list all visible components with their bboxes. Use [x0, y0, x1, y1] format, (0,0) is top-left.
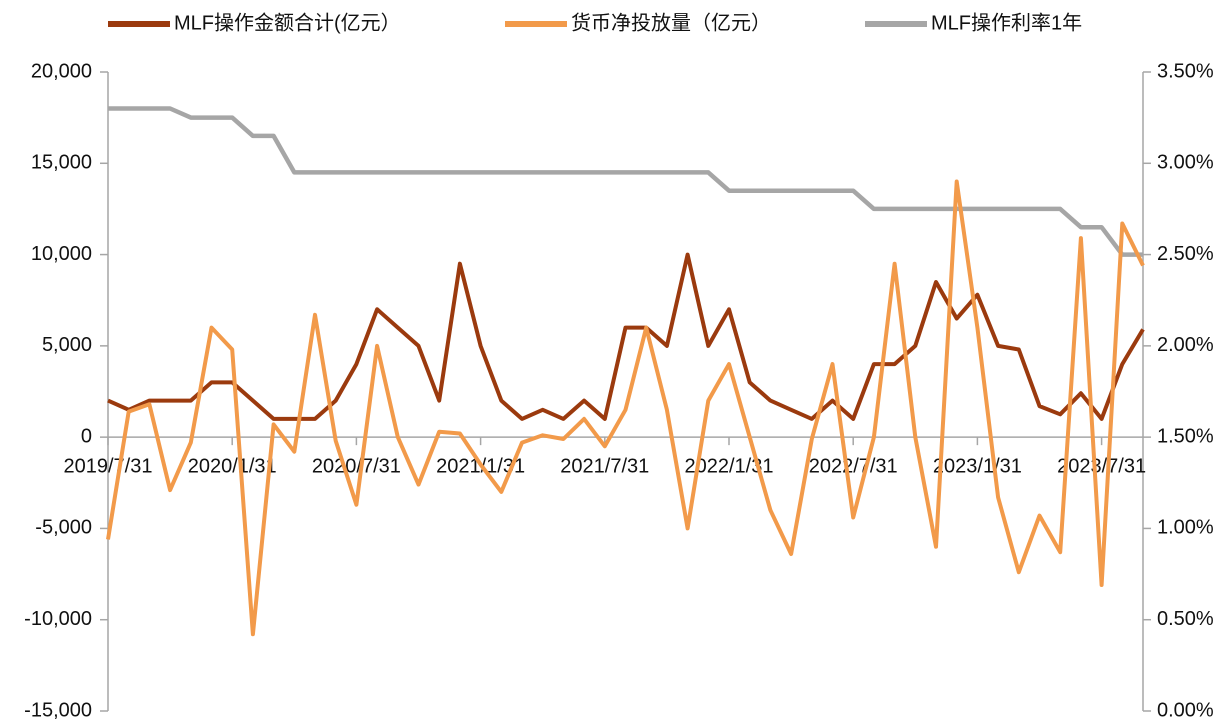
- x-tick-label: 2023/1/31: [933, 455, 1022, 477]
- y-tick-label: 10,000: [31, 243, 92, 265]
- x-tick-label: 2019/7/31: [64, 455, 153, 477]
- legend-label: 货币净投放量（亿元）: [571, 11, 771, 34]
- series-line: [107, 252, 1145, 421]
- x-tick-label: 2021/7/31: [560, 455, 649, 477]
- x-tick-label: 2022/7/31: [809, 455, 898, 477]
- legend-label: MLF操作利率1年: [931, 11, 1082, 34]
- y2-tick-label: 0.00%: [1157, 699, 1214, 721]
- y-tick-label: -15,000: [24, 699, 92, 721]
- legend-label: MLF操作金额合计(亿元）: [174, 11, 401, 34]
- x-tick-label: 2023/7/31: [1057, 455, 1146, 477]
- series-line: [108, 106, 1143, 257]
- y2-tick-label: 1.50%: [1157, 425, 1214, 447]
- y2-tick-label: 2.00%: [1157, 334, 1214, 356]
- y-tick-label: -10,000: [24, 608, 92, 630]
- y2-tick-label: 3.50%: [1157, 60, 1214, 82]
- y2-tick-label: 1.00%: [1157, 517, 1214, 539]
- y-tick-label: 5,000: [42, 334, 92, 356]
- y2-tick-label: 3.00%: [1157, 152, 1214, 174]
- x-tick-label: 2020/1/31: [188, 455, 277, 477]
- series-line: [106, 179, 1145, 637]
- y-tick-label: 0: [81, 425, 92, 447]
- y-tick-label: -5,000: [35, 517, 92, 539]
- y-tick-label: 20,000: [31, 60, 92, 82]
- y-tick-label: 15,000: [31, 152, 92, 174]
- y2-tick-label: 2.50%: [1157, 243, 1214, 265]
- x-tick-label: 2020/7/31: [312, 455, 401, 477]
- y2-tick-label: 0.50%: [1157, 608, 1214, 630]
- x-tick-label: 2022/1/31: [685, 455, 774, 477]
